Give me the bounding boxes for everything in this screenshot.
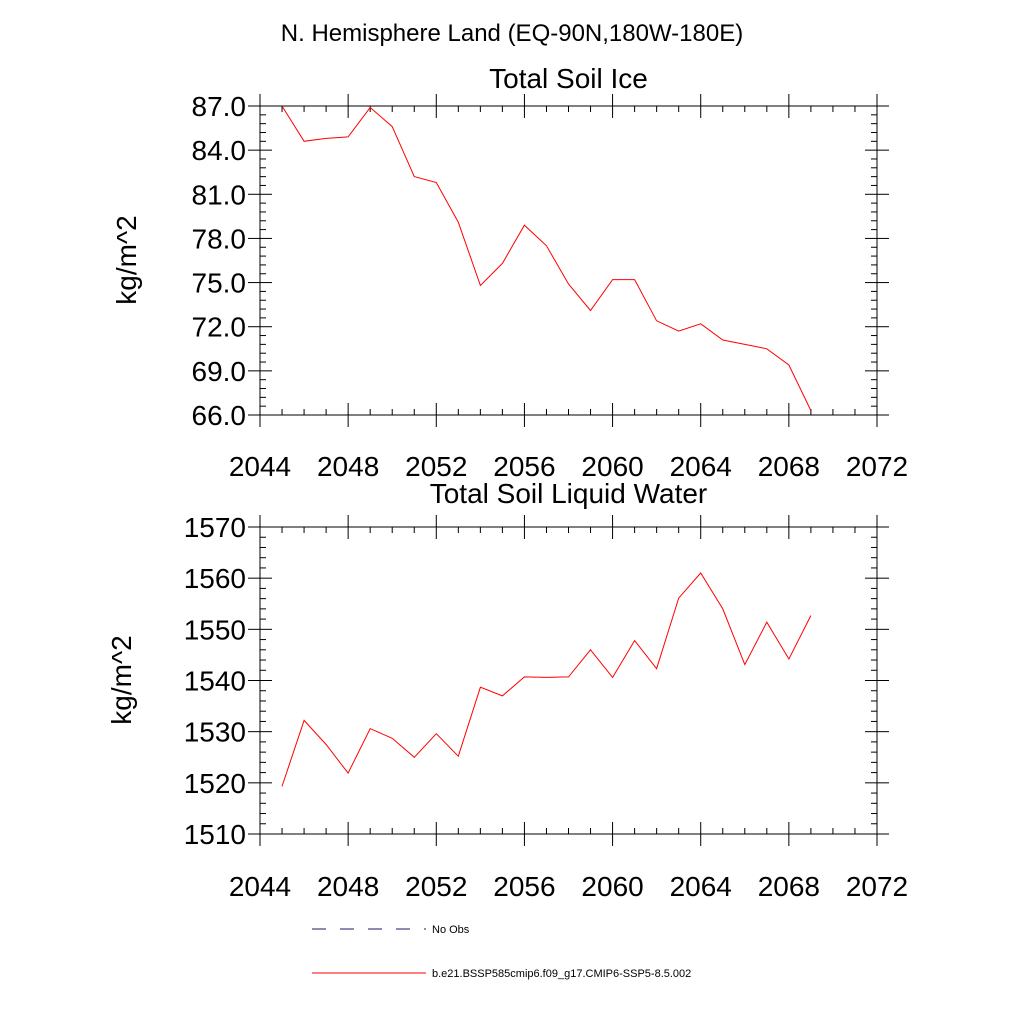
x-tick-label: 2056: [493, 451, 555, 482]
y-tick-label: 87.0: [192, 91, 247, 122]
x-tick-label: 2060: [581, 871, 643, 902]
y-tick-label: 1560: [184, 563, 246, 594]
y-tick-label: 72.0: [192, 312, 247, 343]
y-tick-label: 78.0: [192, 223, 247, 254]
y-tick-label: 75.0: [192, 268, 247, 299]
plot-frame: [259, 526, 878, 835]
legend: No Obs b.e21.BSSP585cmip6.f09_g17.CMIP6-…: [312, 924, 691, 980]
x-tick-label: 2064: [670, 871, 732, 902]
y-axis-label: kg/m^2: [111, 215, 142, 304]
x-tick-label: 2072: [846, 451, 908, 482]
y-axis-label: kg/m^2: [106, 635, 137, 724]
legend-label-no-obs: No Obs: [432, 924, 470, 936]
x-tick-label: 2044: [229, 871, 291, 902]
x-tick-label: 2052: [405, 871, 467, 902]
y-tick-label: 1510: [184, 819, 246, 850]
x-tick-label: 2044: [229, 451, 291, 482]
figure-title: N. Hemisphere Land (EQ-90N,180W-180E): [281, 20, 743, 47]
chart-title: Total Soil Ice: [489, 63, 648, 94]
plot-frame: [259, 105, 878, 416]
y-tick-label: 66.0: [192, 400, 247, 431]
chart-title: Total Soil Liquid Water: [430, 478, 708, 509]
x-tick-label: 2060: [581, 451, 643, 482]
y-tick-label: 1520: [184, 768, 246, 799]
x-tick-label: 2068: [758, 451, 820, 482]
soil-ice-panel: Total Soil Ice kg/m^2 2044 2048 2052 2056 2060…: [111, 63, 908, 482]
y-tick-label: 1540: [184, 666, 246, 697]
soil-liquid-water-panel: Total Soil Liquid Water kg/m^2 2044 2048 205…: [106, 478, 908, 902]
x-tick-label: 2048: [317, 451, 379, 482]
series-line-liquid: [281, 572, 812, 787]
y-tick-label: 81.0: [192, 179, 247, 210]
series-line-ice: [281, 105, 812, 411]
x-tick-label: 2072: [846, 871, 908, 902]
x-tick-label: 2068: [758, 871, 820, 902]
y-tick-label: 84.0: [192, 135, 247, 166]
legend-label-model: b.e21.BSSP585cmip6.f09_g17.CMIP6-SSP5-8.…: [432, 968, 691, 980]
x-tick-label: 2052: [405, 451, 467, 482]
x-tick-label: 2056: [493, 871, 555, 902]
y-tick-label: 1550: [184, 614, 246, 645]
x-tick-label: 2048: [317, 871, 379, 902]
x-tick-label: 2064: [670, 451, 732, 482]
y-tick-label: 1570: [184, 512, 246, 543]
y-tick-label: 1530: [184, 717, 246, 748]
y-tick-label: 69.0: [192, 356, 247, 387]
